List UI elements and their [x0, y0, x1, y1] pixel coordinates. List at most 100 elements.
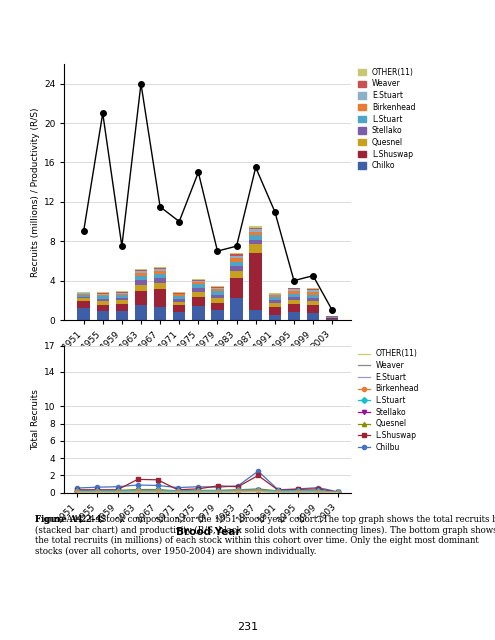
Bar — [230, 298, 243, 320]
Bar — [192, 292, 204, 298]
Bar — [173, 296, 186, 299]
Quesnel — [275, 487, 281, 495]
Line: L.Shuswap: L.Shuswap — [75, 474, 341, 495]
Bar — [192, 306, 204, 320]
Weaver — [195, 488, 201, 496]
Quesnel — [315, 487, 321, 495]
Chilbu — [155, 481, 161, 489]
L.Stuart — [74, 487, 80, 495]
Line: Stellako: Stellako — [75, 488, 341, 495]
Bar — [135, 285, 147, 291]
Bar — [154, 283, 166, 289]
Quesnel — [155, 486, 161, 493]
E.Stuart — [315, 488, 321, 495]
Bar — [116, 293, 128, 294]
Weaver — [296, 488, 301, 496]
Birkenhead — [114, 488, 120, 495]
L.Shuswap — [275, 486, 281, 494]
Bar — [288, 297, 300, 300]
Bar — [97, 292, 109, 293]
Bar — [230, 266, 243, 271]
Stellako — [114, 487, 120, 495]
Bar — [154, 268, 166, 269]
Bar — [77, 298, 90, 301]
Bar — [211, 287, 224, 289]
Bar — [230, 259, 243, 262]
Bar — [97, 301, 109, 305]
Birkenhead — [235, 487, 241, 495]
Birkenhead — [74, 488, 80, 495]
Legend: OTHER(11), Weaver, E.Stuart, Birkenhead, L.Stuart, Stellako, Quesnel, L.Shuswap,: OTHER(11), Weaver, E.Stuart, Birkenhead,… — [358, 349, 419, 452]
Bar — [173, 294, 186, 296]
L.Shuswap — [155, 476, 161, 484]
Bar — [116, 291, 128, 292]
Bar — [211, 298, 224, 303]
Bar — [116, 292, 128, 293]
L.Shuswap — [336, 488, 342, 496]
E.Stuart — [195, 488, 201, 495]
L.Shuswap — [215, 482, 221, 490]
Quesnel — [296, 487, 301, 495]
Text: Figure A4.2-4.: Figure A4.2-4. — [35, 515, 104, 524]
L.Shuswap — [175, 486, 181, 493]
OTHER(11) — [336, 489, 342, 497]
Weaver — [215, 488, 221, 496]
Bar — [211, 289, 224, 291]
Bar — [135, 269, 147, 270]
Bar — [307, 289, 319, 291]
Weaver — [315, 488, 321, 496]
Bar — [307, 298, 319, 301]
Bar — [269, 297, 281, 300]
Chilbu — [255, 467, 261, 475]
Bar — [97, 294, 109, 295]
Bar — [77, 301, 90, 308]
Bar — [135, 271, 147, 273]
Birkenhead — [215, 488, 221, 495]
Bar — [269, 315, 281, 320]
OTHER(11) — [215, 488, 221, 496]
Bar — [154, 289, 166, 307]
Bar — [192, 298, 204, 306]
Bar — [307, 294, 319, 298]
Quesnel — [175, 487, 181, 495]
Quesnel — [215, 486, 221, 494]
E.Stuart — [155, 488, 161, 495]
OTHER(11) — [74, 488, 80, 496]
Bar — [211, 295, 224, 298]
E.Stuart — [135, 488, 141, 495]
Chilbu — [275, 486, 281, 493]
Quesnel — [95, 487, 100, 495]
L.Stuart — [296, 487, 301, 495]
Bar — [154, 274, 166, 278]
Bar — [288, 294, 300, 297]
Text: 231: 231 — [237, 622, 258, 632]
Bar — [249, 232, 262, 236]
Quesnel — [135, 486, 141, 493]
Weaver — [275, 488, 281, 496]
Line: OTHER(11): OTHER(11) — [77, 492, 339, 493]
Bar — [249, 253, 262, 310]
L.Stuart — [155, 486, 161, 494]
Birkenhead — [296, 488, 301, 495]
Bar — [269, 294, 281, 296]
Quesnel — [235, 486, 241, 493]
Bar — [307, 292, 319, 294]
Bar — [230, 271, 243, 278]
E.Stuart — [235, 488, 241, 495]
Stellako — [336, 488, 342, 496]
Bar — [249, 244, 262, 253]
Chilbu — [135, 481, 141, 489]
Stellako — [275, 487, 281, 495]
Bar — [192, 278, 204, 280]
Birkenhead — [336, 489, 342, 497]
Bar — [269, 307, 281, 315]
E.Stuart — [275, 488, 281, 496]
Bar — [249, 236, 262, 240]
Stellako — [74, 487, 80, 495]
Line: E.Stuart: E.Stuart — [77, 491, 339, 493]
Birkenhead — [275, 488, 281, 495]
Bar — [307, 305, 319, 313]
Bar — [97, 293, 109, 294]
Quesnel — [74, 487, 80, 495]
Line: Quesnel: Quesnel — [75, 487, 341, 495]
